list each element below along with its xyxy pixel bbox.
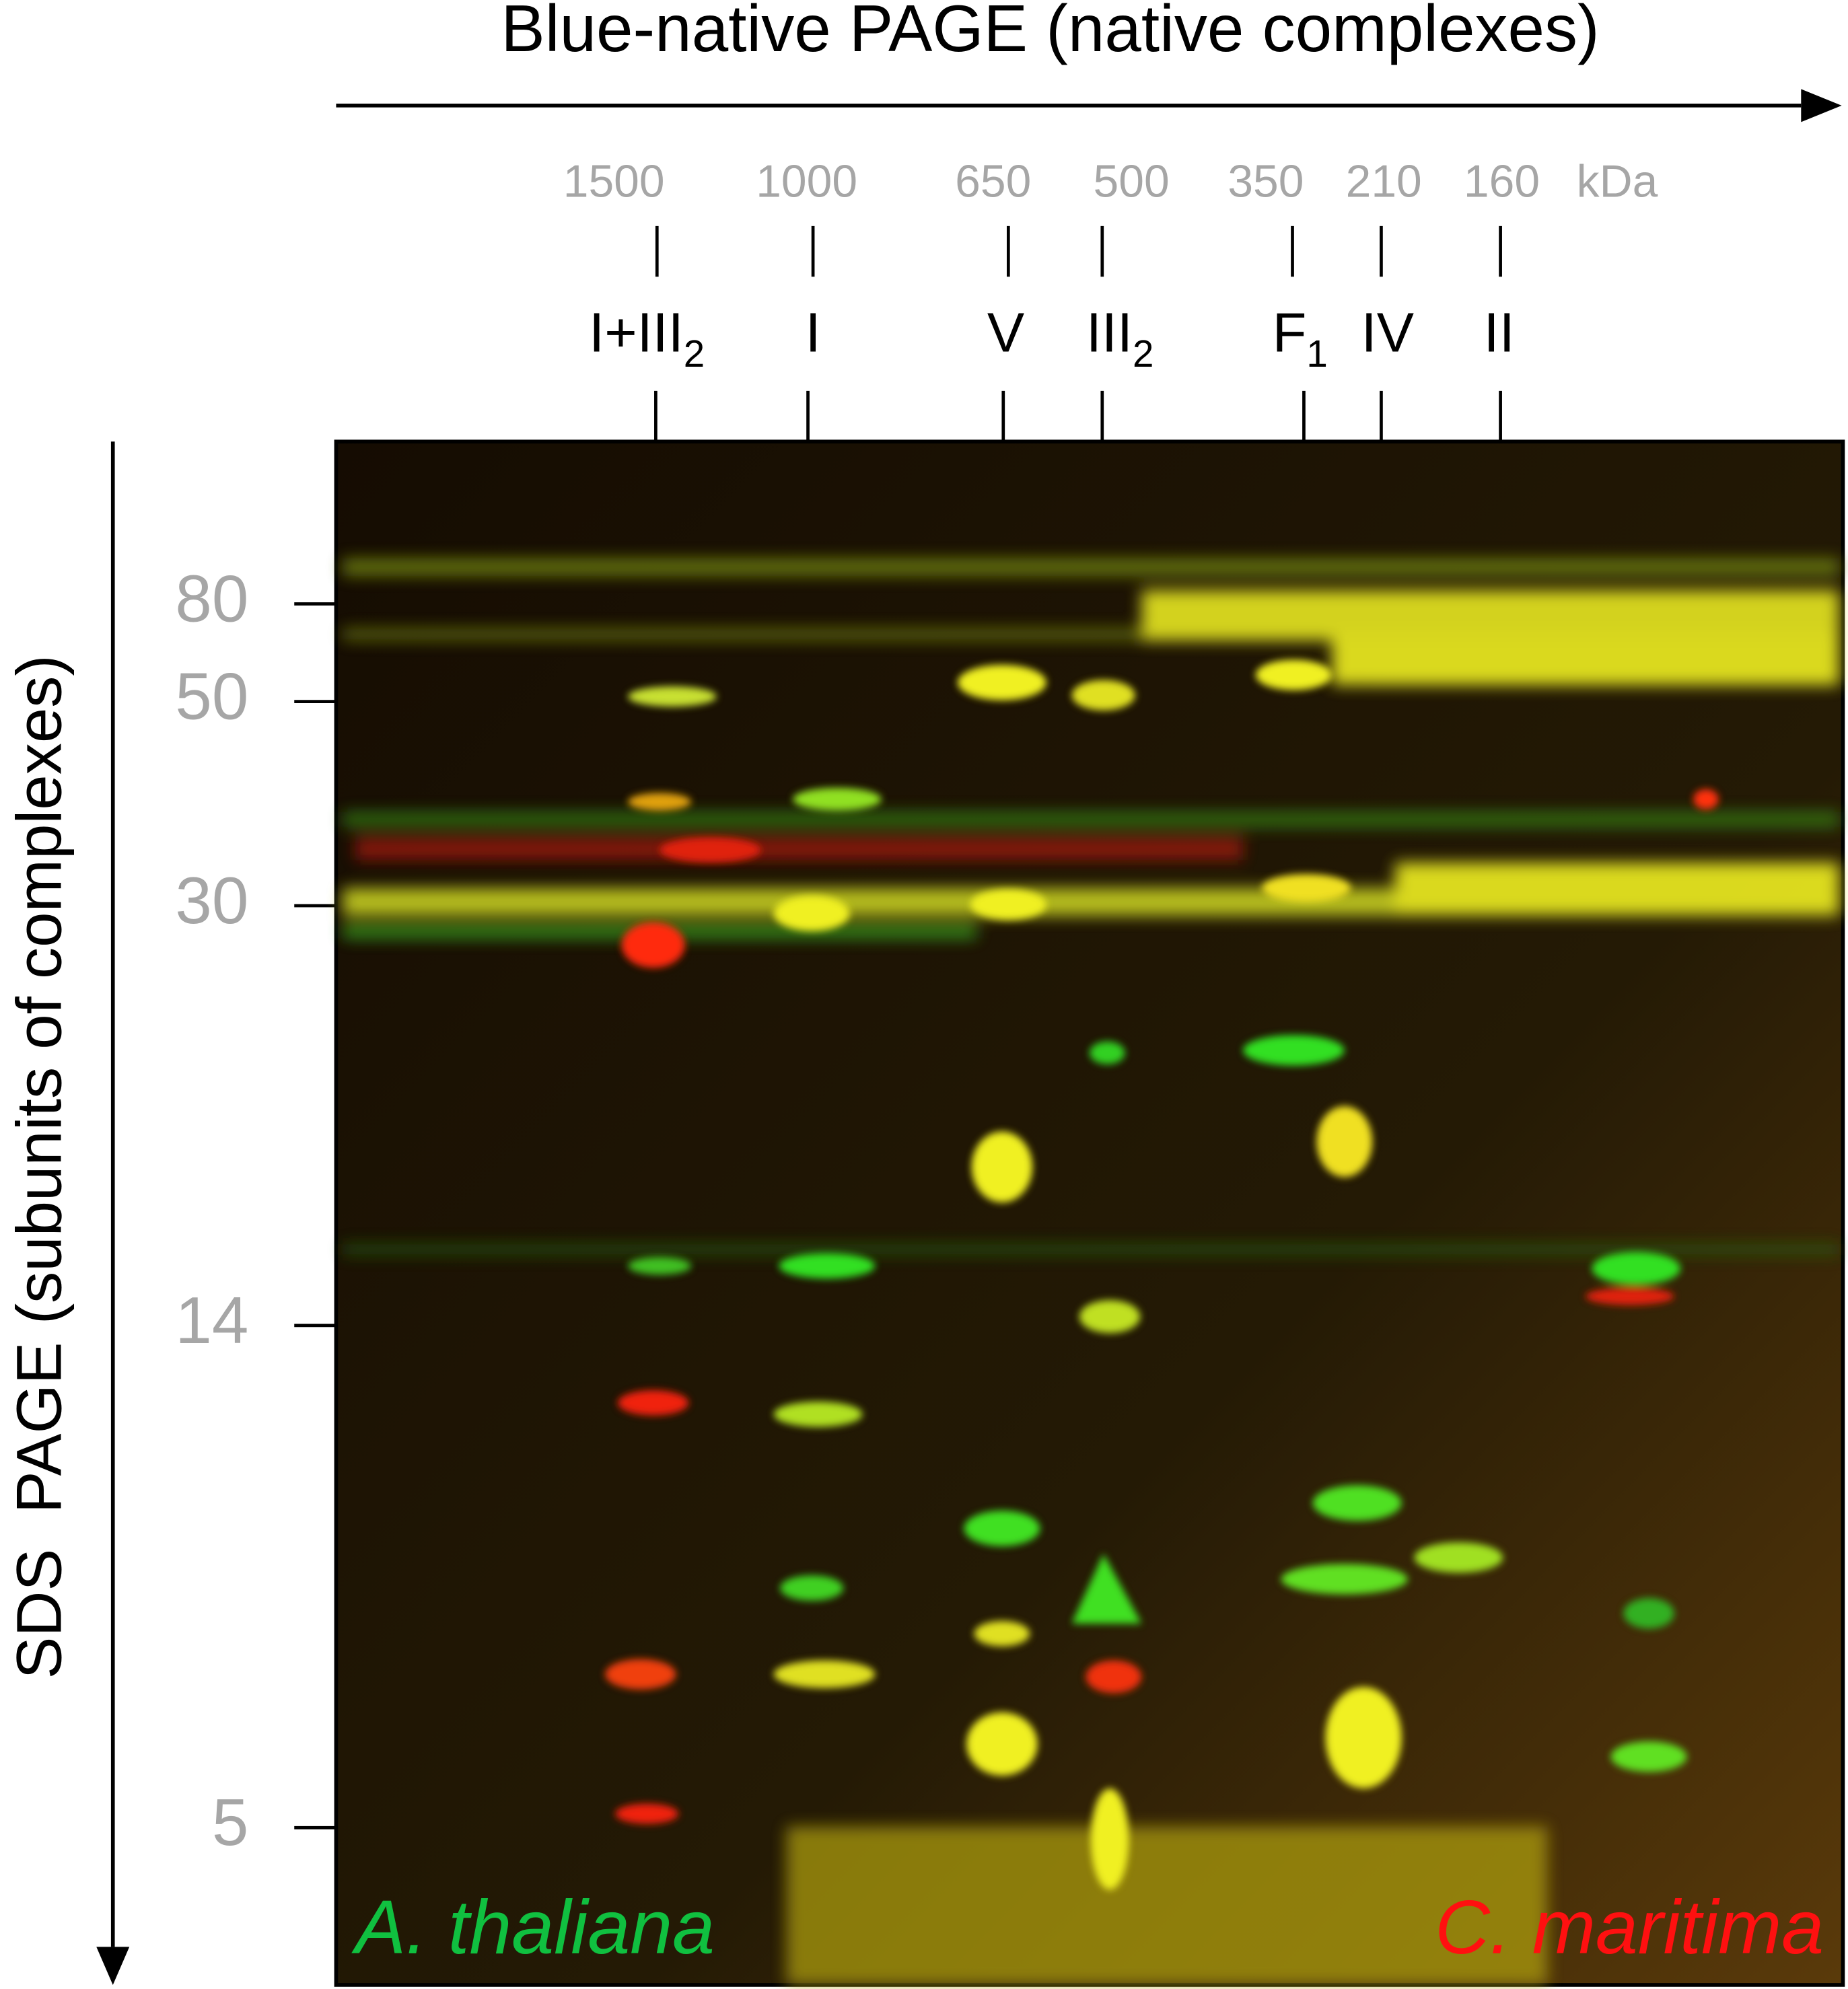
- y-axis-title: SDS PAGE (subunits of complexes): [3, 655, 74, 1679]
- complex-subscript: 2: [1133, 332, 1153, 375]
- mass-label: 500: [1094, 157, 1170, 207]
- x-axis-title: Blue-native PAGE (native complexes): [501, 0, 1599, 65]
- complex-name: F: [1273, 301, 1307, 363]
- complex-label: IV: [1361, 301, 1414, 363]
- mass-label: kDa: [1577, 157, 1658, 207]
- complex-name: IV: [1361, 301, 1414, 363]
- complex-label: I: [806, 301, 821, 363]
- y-tick-label: 50: [175, 659, 248, 733]
- mass-markers: 1500 1000 650 500 350 210 160 kDa: [563, 157, 1658, 277]
- complex-name: II: [1484, 301, 1515, 363]
- complex-label: III2: [1086, 301, 1154, 375]
- complex-label: V: [987, 301, 1024, 363]
- species-green: A. thaliana: [351, 1885, 715, 1969]
- species-red: C. maritima: [1435, 1885, 1824, 1969]
- complex-label: II: [1484, 301, 1515, 363]
- complex-name: I: [806, 301, 821, 363]
- y-tick-label: 80: [175, 561, 248, 635]
- complex-name: I+III: [589, 301, 684, 363]
- complex-subscript: 2: [684, 332, 705, 375]
- complex-labels: I+III2 I V III2 F1 IV II: [589, 301, 1515, 442]
- y-tick-label: 5: [212, 1785, 249, 1859]
- y-ticks: 80 50 30 14 5: [175, 561, 336, 1859]
- gel: A. thaliana C. maritima: [334, 439, 1845, 1987]
- mass-label: 650: [955, 157, 1031, 207]
- y-tick-label: 30: [175, 863, 248, 937]
- y-tick-label: 14: [175, 1283, 248, 1357]
- mass-label: 1500: [563, 157, 665, 207]
- complex-label: I+III2: [589, 301, 705, 375]
- y-arrow-head: [96, 1947, 130, 1985]
- complex-name: V: [987, 301, 1024, 363]
- mass-label: 1000: [756, 157, 857, 207]
- mass-label: 160: [1464, 157, 1540, 207]
- complex-name: III: [1086, 301, 1133, 363]
- x-arrow-head: [1801, 89, 1842, 122]
- complex-subscript: 1: [1306, 332, 1327, 375]
- complex-label: F1: [1273, 301, 1328, 375]
- mass-label: 350: [1228, 157, 1304, 207]
- mass-label: 210: [1346, 157, 1422, 207]
